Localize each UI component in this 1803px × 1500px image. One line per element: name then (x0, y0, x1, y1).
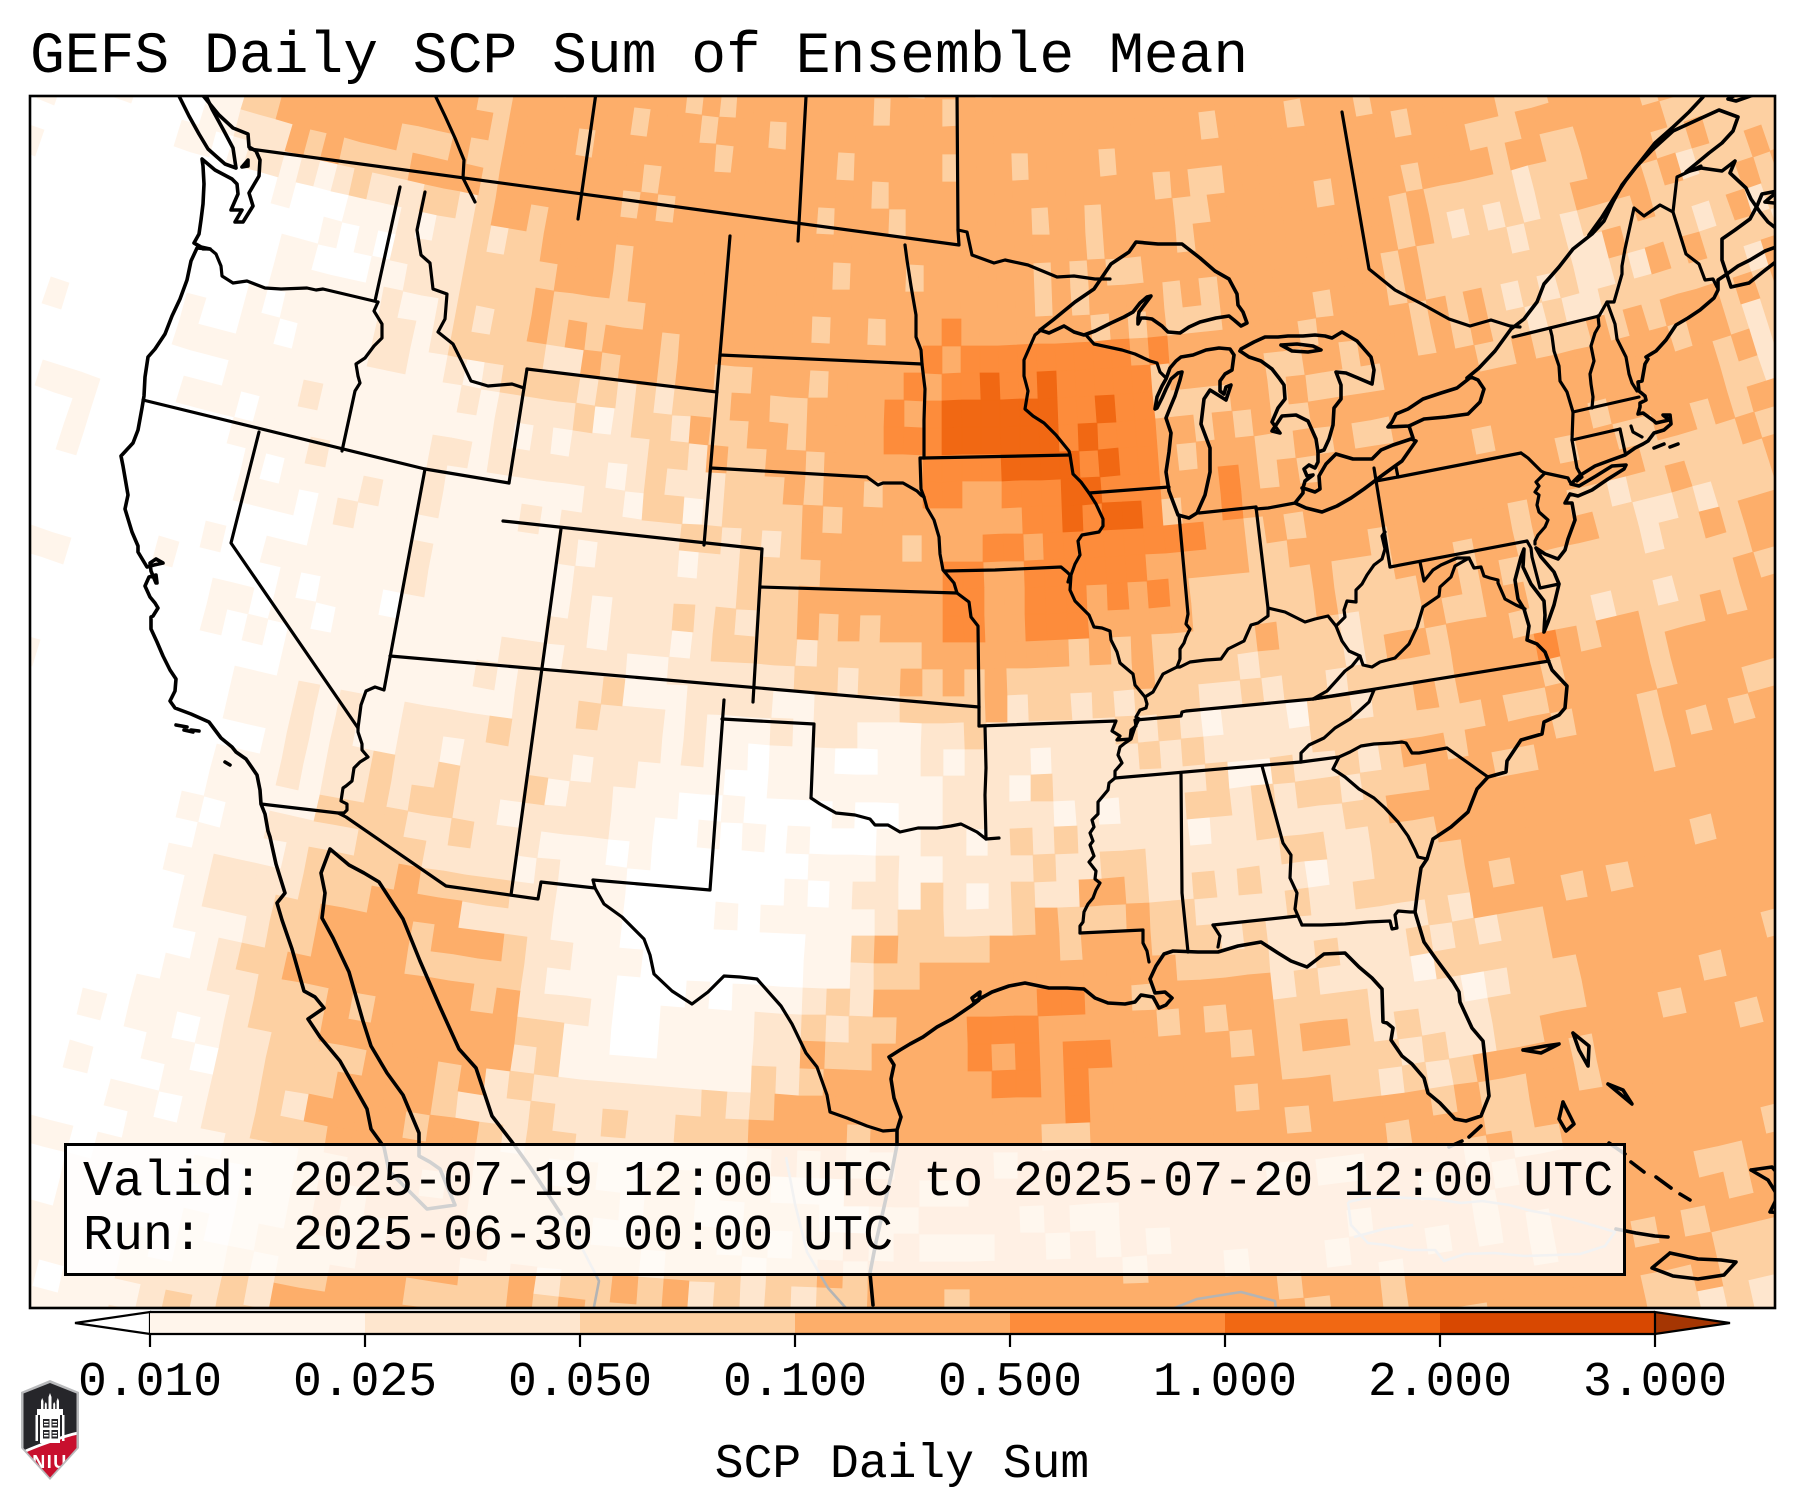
svg-text:NIU: NIU (32, 1452, 68, 1472)
